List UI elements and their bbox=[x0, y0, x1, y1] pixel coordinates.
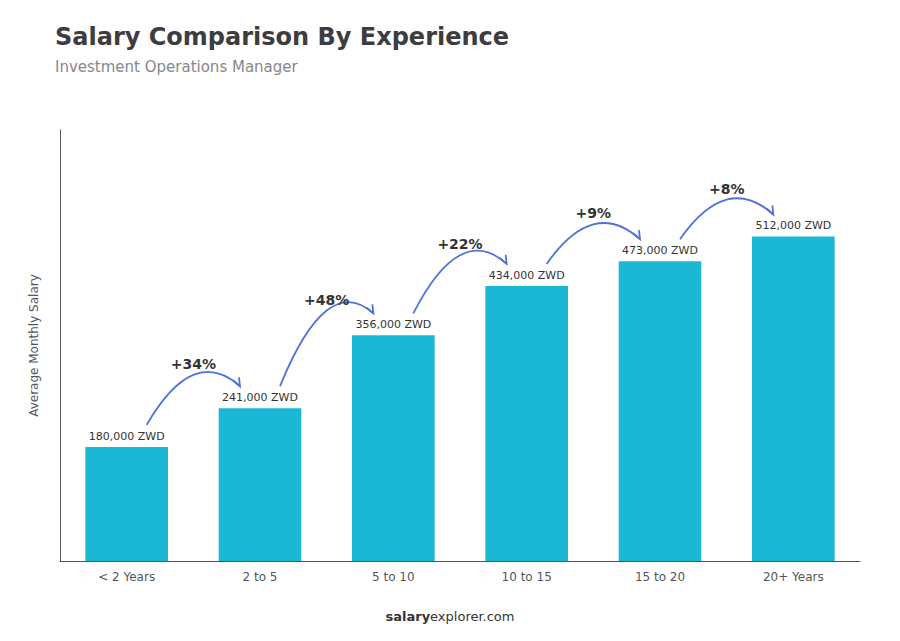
svg-text:Investment Operations Manager: Investment Operations Manager bbox=[55, 58, 299, 76]
svg-text:5 to 10: 5 to 10 bbox=[372, 570, 415, 584]
svg-text:2 to 5: 2 to 5 bbox=[243, 570, 278, 584]
svg-text:< 2 Years: < 2 Years bbox=[98, 570, 155, 584]
svg-text:explorer.com: explorer.com bbox=[430, 609, 514, 624]
svg-text:+22%: +22% bbox=[437, 236, 482, 252]
svg-text:Salary Comparison By Experienc: Salary Comparison By Experience bbox=[55, 23, 509, 51]
svg-text:473,000 ZWD: 473,000 ZWD bbox=[622, 244, 698, 257]
svg-text:20+ Years: 20+ Years bbox=[763, 570, 824, 584]
svg-text:10 to 15: 10 to 15 bbox=[502, 570, 552, 584]
svg-text:+8%: +8% bbox=[709, 181, 745, 197]
svg-text:+9%: +9% bbox=[576, 205, 612, 221]
svg-text:15 to 20: 15 to 20 bbox=[635, 570, 685, 584]
svg-text:241,000 ZWD: 241,000 ZWD bbox=[222, 391, 298, 404]
svg-text:180,000 ZWD: 180,000 ZWD bbox=[89, 430, 165, 443]
svg-text:Average Monthly Salary: Average Monthly Salary bbox=[27, 274, 41, 417]
svg-text:+34%: +34% bbox=[171, 356, 216, 372]
svg-text:434,000 ZWD: 434,000 ZWD bbox=[489, 269, 565, 282]
svg-text:+48%: +48% bbox=[304, 292, 349, 308]
svg-text:salary: salary bbox=[385, 609, 430, 624]
svg-text:512,000 ZWD: 512,000 ZWD bbox=[755, 219, 831, 232]
svg-text:356,000 ZWD: 356,000 ZWD bbox=[355, 318, 431, 331]
